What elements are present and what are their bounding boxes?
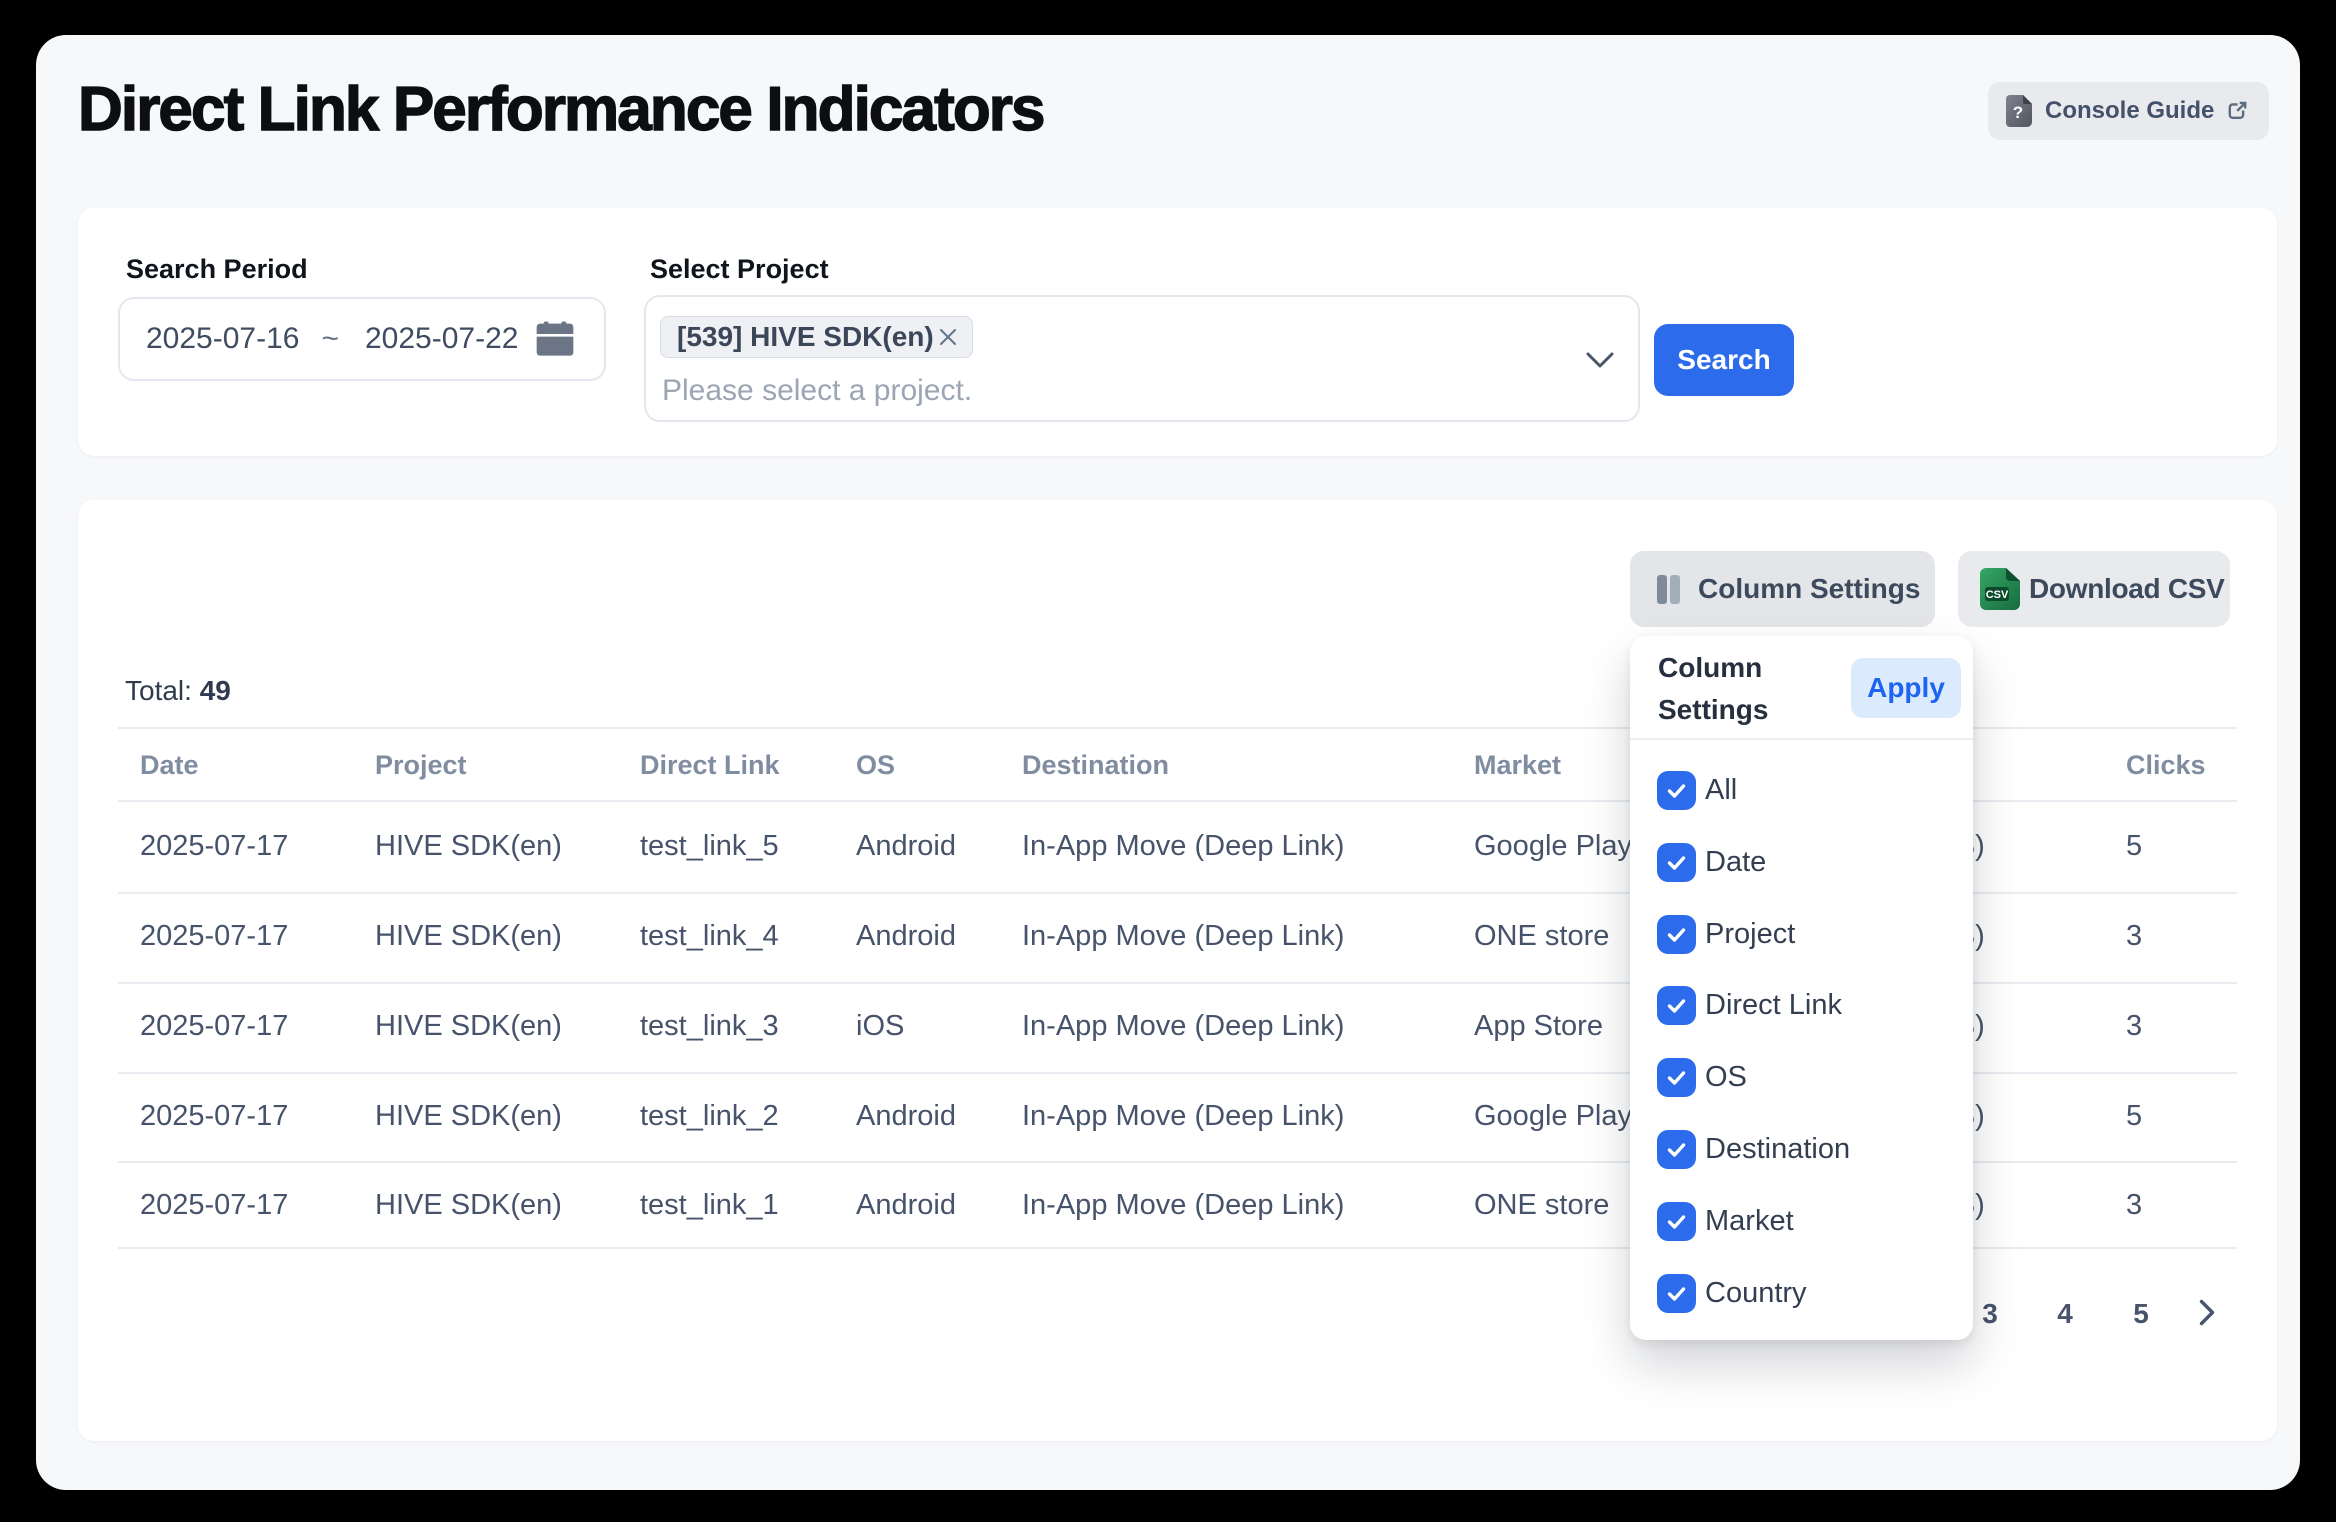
svg-text:?: ? (2013, 103, 2023, 122)
svg-text:CSV: CSV (1986, 589, 2009, 601)
